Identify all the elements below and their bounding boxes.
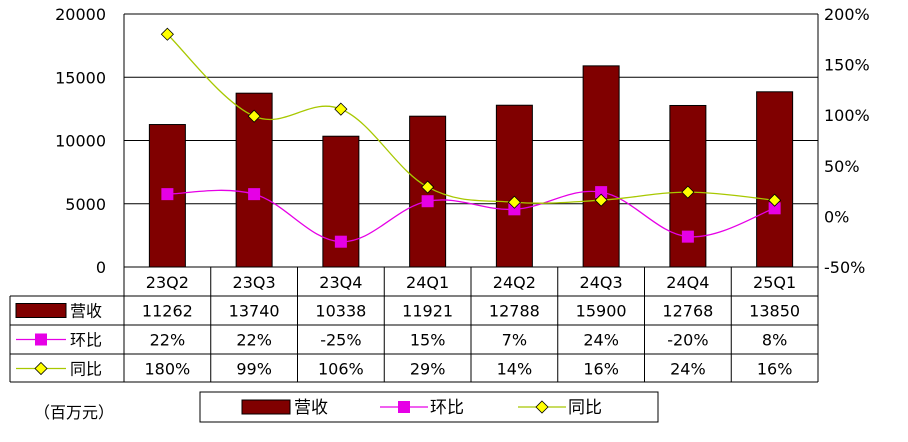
- y-left-tick-label: 15000: [55, 68, 106, 87]
- cell-同比-24Q4: 24%: [670, 360, 706, 379]
- x-tick-label: 24Q2: [493, 273, 536, 292]
- cell-同比-23Q3: 99%: [236, 360, 272, 379]
- cell-同比-24Q2: 14%: [497, 360, 533, 379]
- y-left-tick-label: 5000: [65, 195, 106, 214]
- point-同比-24Q1: [421, 180, 435, 194]
- row-header-同比: 同比: [70, 360, 102, 379]
- point-环比-23Q2: [161, 188, 174, 201]
- x-tick-label: 23Q3: [233, 273, 276, 292]
- unit-note: （百万元）: [34, 403, 114, 422]
- point-同比-24Q2: [507, 195, 521, 209]
- cell-营收-24Q1: 11921: [402, 302, 453, 321]
- x-tick-label: 24Q3: [580, 273, 623, 292]
- point-同比-24Q3: [594, 193, 608, 207]
- x-tick-label: 23Q2: [146, 273, 189, 292]
- y-left-tick-label: 0: [96, 258, 106, 277]
- row-key-同比: [34, 361, 48, 376]
- legend-key-营收: [241, 399, 291, 415]
- line-mom-path: [167, 189, 775, 243]
- cell-环比-24Q2: 7%: [502, 331, 527, 350]
- cell-营收-25Q1: 13850: [749, 302, 800, 321]
- point-环比-24Q4: [681, 230, 694, 243]
- y-left-tick-label: 10000: [55, 132, 106, 151]
- legend: 营收 环比 同比: [199, 391, 659, 423]
- y-right-tick-label: -50%: [824, 258, 865, 277]
- cell-营收-24Q2: 12788: [489, 302, 540, 321]
- row-header-环比: 环比: [70, 331, 102, 350]
- point-同比-24Q4: [681, 185, 695, 199]
- bar-revenue-25Q1: [756, 91, 794, 268]
- line-yoy: [160, 27, 782, 209]
- cell-环比-24Q3: 24%: [583, 331, 619, 350]
- lines: [160, 27, 782, 248]
- legend-label-环比: 环比: [430, 398, 464, 418]
- point-环比-23Q4: [334, 235, 347, 248]
- line-mom: [161, 186, 781, 248]
- point-同比-23Q4: [334, 102, 348, 116]
- cell-同比-23Q4: 106%: [318, 360, 364, 379]
- point-环比-23Q3: [248, 188, 261, 201]
- data-table: 23Q2 23Q3 23Q4 24Q1 24Q2 24Q3 24Q4 25Q1 营收 11262 1…: [9, 266, 818, 383]
- row-key-营收: [15, 303, 67, 318]
- x-tick-label: 24Q1: [406, 273, 449, 292]
- cell-环比-23Q2: 22%: [150, 331, 186, 350]
- cell-环比-24Q4: -20%: [667, 331, 708, 350]
- point-环比-24Q3: [595, 186, 608, 199]
- cell-营收-23Q4: 10338: [315, 302, 366, 321]
- row-header-营收: 营收: [70, 302, 102, 321]
- y-right-tick-label: 50%: [824, 157, 860, 176]
- cell-营收-23Q3: 13740: [229, 302, 280, 321]
- x-tick-label: 23Q4: [319, 273, 362, 292]
- cell-同比-25Q1: 16%: [757, 360, 793, 379]
- cell-环比-25Q1: 8%: [762, 331, 787, 350]
- bar-revenue-24Q3: [582, 65, 620, 268]
- cell-营收-24Q4: 12768: [662, 302, 713, 321]
- cell-环比-24Q1: 15%: [410, 331, 446, 350]
- y-right-tick-label: 150%: [824, 56, 870, 75]
- grid-lines: [124, 13, 818, 205]
- bars: [148, 65, 794, 268]
- point-环比-24Q2: [508, 203, 521, 216]
- point-同比-25Q1: [768, 193, 782, 207]
- legend-key-环比: [398, 401, 410, 413]
- bar-revenue-24Q2: [495, 104, 533, 268]
- x-tick-label: 24Q4: [666, 273, 709, 292]
- legend-label-营收: 营收: [294, 398, 328, 418]
- cell-同比-23Q2: 180%: [145, 360, 191, 379]
- cell-同比-24Q1: 29%: [410, 360, 446, 379]
- cell-营收-24Q3: 15900: [576, 302, 627, 321]
- row-key-环比: [35, 333, 47, 346]
- cell-环比-23Q3: 22%: [236, 331, 272, 350]
- y-left-tick-label: 20000: [55, 5, 106, 24]
- cell-环比-23Q4: -25%: [320, 331, 361, 350]
- cell-同比-24Q3: 16%: [583, 360, 619, 379]
- y-right-tick-label: 100%: [824, 106, 870, 125]
- point-环比-25Q1: [768, 202, 781, 215]
- cell-营收-23Q2: 11262: [142, 302, 193, 321]
- y-right-tick-label: 0%: [824, 207, 849, 226]
- point-环比-24Q1: [421, 195, 434, 208]
- x-tick-label: 25Q1: [753, 273, 796, 292]
- legend-label-同比: 同比: [568, 398, 602, 418]
- point-同比-23Q3: [247, 109, 261, 123]
- y-right-tick-label: 200%: [824, 5, 870, 24]
- legend-key-同比: [535, 400, 549, 414]
- axes: 0 5000 10000 15000 20000 -50% 0% 50% 100% 150% 200…: [55, 5, 870, 382]
- point-同比-23Q2: [160, 27, 174, 41]
